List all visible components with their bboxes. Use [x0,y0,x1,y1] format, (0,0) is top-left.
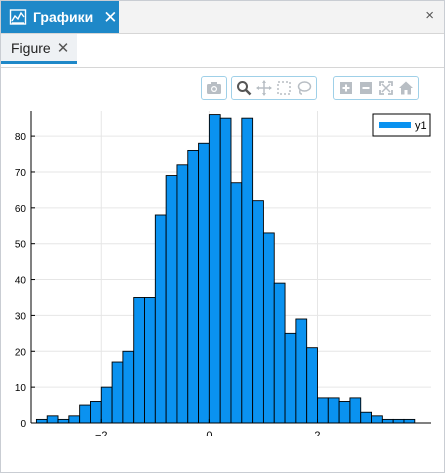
legend[interactable]: y1 [372,113,431,137]
histogram-bar[interactable] [403,418,416,424]
tab-figure-label: Figure [11,39,51,56]
histogram-bar[interactable] [133,297,145,424]
histogram-bar[interactable] [144,297,156,424]
histogram-bar[interactable] [262,232,275,424]
histogram-bar[interactable] [79,404,91,424]
histogram-bar[interactable] [284,332,297,424]
histogram-bar[interactable] [100,386,113,424]
panel-tab-bar: Графики ✕ × [1,1,444,34]
histogram-bar[interactable] [219,117,232,424]
histogram-bar[interactable] [241,117,254,424]
box-select-icon[interactable] [274,79,294,97]
histogram-bar[interactable] [230,182,243,424]
histogram-bar[interactable] [208,114,221,424]
bars [35,114,416,424]
axes [30,111,431,424]
histogram-bar[interactable] [371,415,383,424]
panel-tab-label: Графики [33,9,94,25]
close-icon[interactable]: ✕ [103,7,118,27]
y-tick-label: 50 [15,240,27,251]
y-tick-labels: 0 10 20 30 40 50 60 70 80 [15,132,27,430]
close-icon[interactable]: ✕ [56,39,70,57]
y-tick-label: 40 [15,276,27,287]
histogram-bar[interactable] [165,175,178,424]
legend-label: y1 [415,120,427,132]
histogram-bar[interactable] [392,418,405,424]
y-tick-label: 70 [15,168,27,179]
y-tick-label: 80 [15,132,27,143]
histogram-bar[interactable] [198,142,210,424]
x-tick-label: −2 [95,430,108,436]
autoscale-icon[interactable] [376,79,396,97]
histogram-bar[interactable] [57,418,70,424]
panel-tab-plots[interactable]: Графики ✕ [1,1,119,33]
y-tick-label: 60 [15,204,27,215]
modebar-group-tools [231,76,317,100]
modebar-group-view [333,76,419,100]
histogram-bar[interactable] [176,164,189,424]
window-close-icon[interactable]: × [425,7,434,24]
histogram-bar[interactable] [46,415,59,424]
y-tick-label: 10 [15,383,27,394]
home-icon[interactable] [396,79,416,97]
histogram-bar[interactable] [295,318,308,424]
y-tick-label: 0 [20,419,26,430]
histogram-bar[interactable] [327,397,340,424]
x-tick-labels: −2 0 2 [95,430,321,436]
histogram-bar[interactable] [273,282,286,424]
lasso-icon[interactable] [294,79,314,97]
histogram-chart: 0 10 20 30 40 50 60 70 80 −2 0 2 y1 [15,111,431,436]
zoom-in-icon[interactable] [336,79,356,97]
camera-icon[interactable] [204,79,224,97]
histogram-bar[interactable] [122,350,135,424]
x-tick-label: 0 [206,430,212,436]
histogram-bar[interactable] [338,401,351,424]
zoom-out-icon[interactable] [356,79,376,97]
histogram-bar[interactable] [187,149,200,424]
zoom-icon[interactable] [234,79,254,97]
histogram-bar[interactable] [68,415,81,424]
histogram-bar[interactable] [306,347,318,424]
histogram-bar[interactable] [154,214,167,424]
histogram-bar[interactable] [252,200,264,424]
histogram-bar[interactable] [35,418,48,424]
pan-icon[interactable] [254,79,274,97]
histogram-bar[interactable] [90,401,102,424]
y-tick-label: 20 [15,347,27,358]
y-tick-label: 30 [15,311,27,322]
modebar-group-export [201,76,227,100]
histogram-bar[interactable] [111,361,124,424]
histogram-bar[interactable] [317,397,329,424]
x-tick-label: 2 [314,430,320,436]
document-tab-bar: Figure ✕ [1,34,444,68]
tab-figure[interactable]: Figure ✕ [1,34,77,64]
histogram-bar[interactable] [349,397,362,424]
histogram-bar[interactable] [381,418,394,424]
histogram-bar[interactable] [360,411,372,424]
chart-icon [9,8,27,26]
